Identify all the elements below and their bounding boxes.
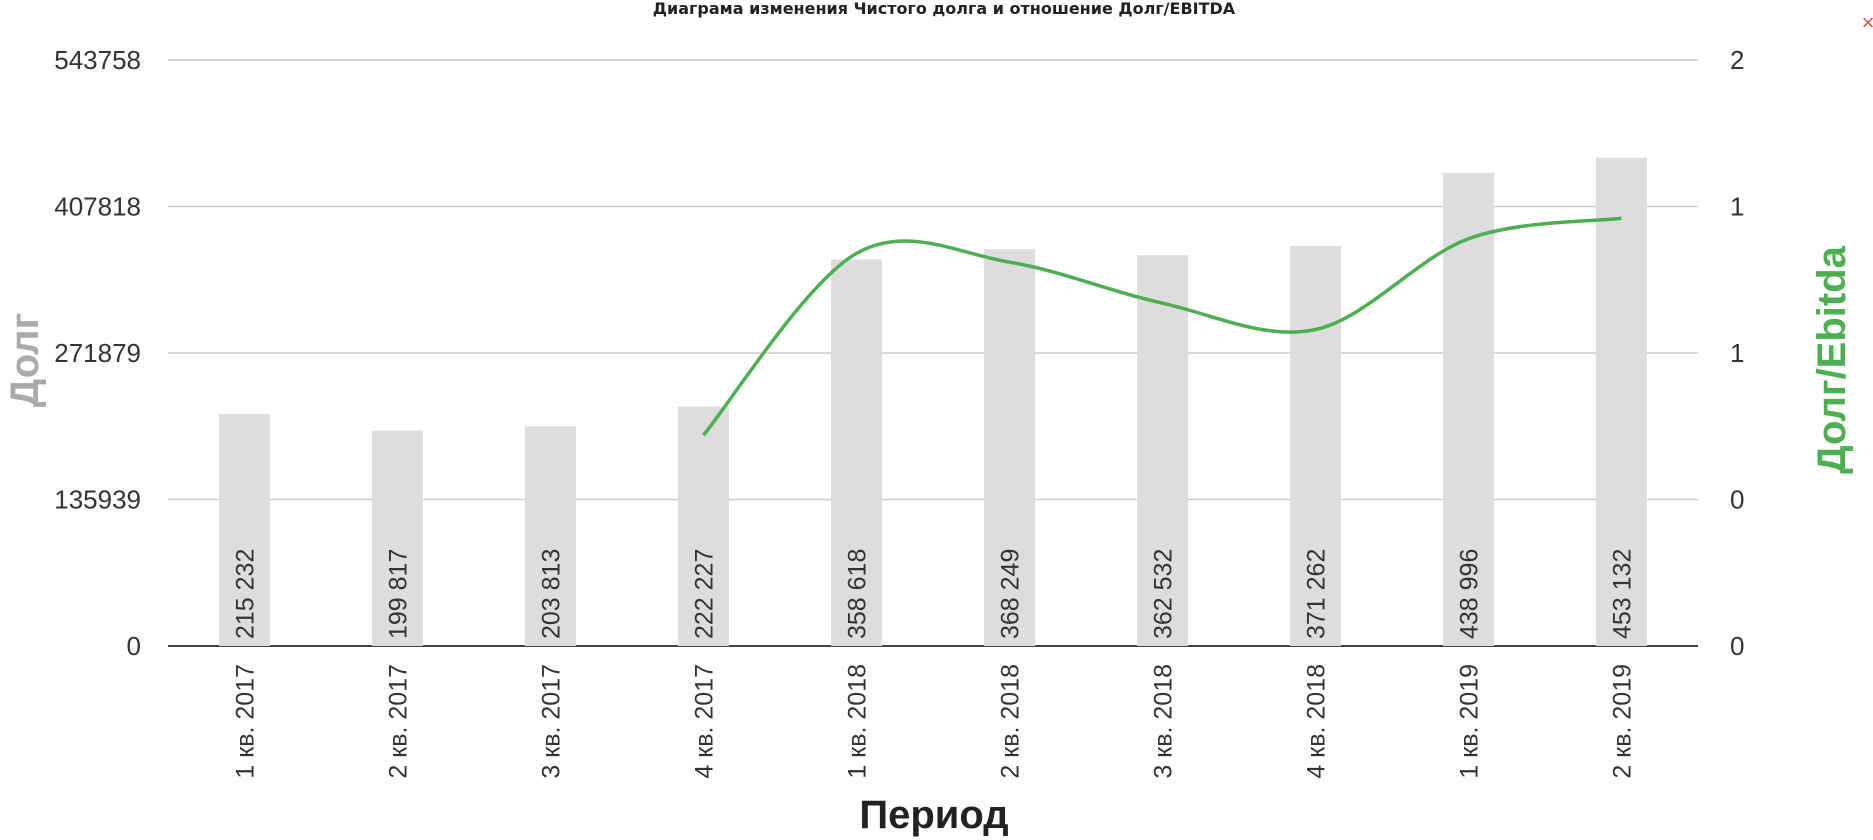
bar-data-label: 203 813 xyxy=(538,549,566,639)
bar xyxy=(678,406,729,646)
y2-tick-label: 0 xyxy=(1730,485,1744,515)
bar xyxy=(984,249,1035,646)
bar-data-label: 362 532 xyxy=(1150,549,1178,639)
x-tick-label: 1 кв. 2017 xyxy=(232,664,260,779)
x-tick-label: 3 кв. 2017 xyxy=(538,664,566,779)
y2-tick-label: 1 xyxy=(1730,192,1744,222)
bar-series xyxy=(219,157,1647,647)
bar xyxy=(372,430,423,646)
x-tick-label: 2 кв. 2018 xyxy=(997,664,1025,779)
y-axis-title: Долг xyxy=(3,313,47,408)
x-axis-ticks: 1 кв. 2017 2 кв. 2017 3 кв. 2017 4 кв. 2017… xyxy=(232,664,1637,779)
x-tick-label: 2 кв. 2017 xyxy=(385,664,413,779)
left-axis-ticks: 0 135939 271879 407818 543758 xyxy=(54,45,141,661)
bar-data-label: 453 132 xyxy=(1609,549,1637,639)
x-tick-label: 4 кв. 2018 xyxy=(1303,664,1331,779)
bar-data-label: 358 618 xyxy=(844,549,872,639)
bar-data-label: 368 249 xyxy=(997,549,1025,639)
x-tick-label: 2 кв. 2019 xyxy=(1609,664,1637,779)
bar xyxy=(219,414,270,646)
y2-tick-label: 2 xyxy=(1730,45,1744,75)
bar-data-label: 222 227 xyxy=(691,549,719,639)
x-tick-label: 1 кв. 2018 xyxy=(844,664,872,779)
bar xyxy=(1443,172,1494,647)
y2-tick-label: 1 xyxy=(1730,338,1744,368)
close-icon[interactable]: × xyxy=(1862,10,1873,35)
y2-axis-title: Долг/Ebitda xyxy=(1810,245,1854,474)
bar xyxy=(831,259,882,646)
y-tick-label: 135939 xyxy=(54,485,141,515)
bar xyxy=(525,426,576,646)
bar-data-label: 215 232 xyxy=(232,549,260,639)
bar xyxy=(1596,157,1647,646)
bar-data-label: 199 817 xyxy=(385,549,413,639)
right-axis-ticks: 0 0 1 1 2 xyxy=(1730,45,1744,661)
x-tick-label: 1 кв. 2019 xyxy=(1456,664,1484,779)
chart-title: Диаграма изменения Чистого долга и отнош… xyxy=(653,0,1236,18)
y-tick-label: 407818 xyxy=(54,192,141,222)
y-tick-label: 543758 xyxy=(54,45,141,75)
bar-data-labels: 215 232 199 817 203 813 222 227 358 618 368 2… xyxy=(232,549,1637,639)
bar xyxy=(1137,255,1188,646)
ratio-line xyxy=(702,216,1622,437)
y2-tick-label: 0 xyxy=(1730,631,1744,661)
bar-data-label: 438 996 xyxy=(1456,549,1484,639)
y-tick-label: 0 xyxy=(127,631,141,661)
bar-data-label: 371 262 xyxy=(1303,549,1331,639)
bar xyxy=(1290,245,1341,646)
x-tick-label: 3 кв. 2018 xyxy=(1150,664,1178,779)
x-axis-title: Период xyxy=(859,793,1008,837)
ratio-line-series xyxy=(702,216,1622,437)
x-tick-label: 4 кв. 2017 xyxy=(691,664,719,779)
y-tick-label: 271879 xyxy=(54,338,141,368)
